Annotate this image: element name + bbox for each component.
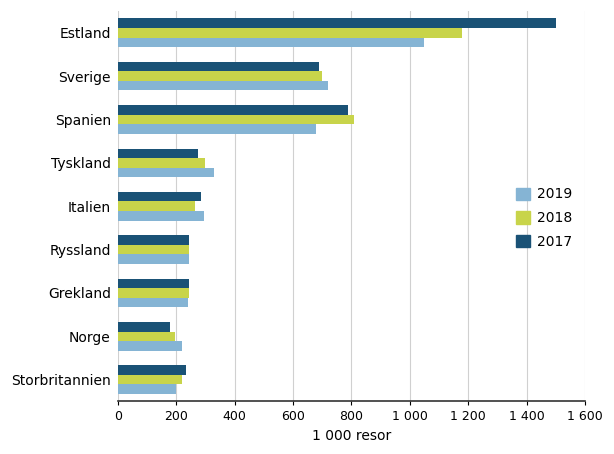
Bar	[118, 298, 188, 307]
Bar	[118, 365, 187, 375]
Legend: 2019, 2018, 2017: 2019, 2018, 2017	[511, 182, 578, 255]
Bar	[118, 235, 189, 245]
Bar	[118, 148, 198, 158]
Bar	[118, 341, 182, 350]
Bar	[118, 81, 328, 90]
Bar	[118, 211, 204, 221]
Bar	[118, 192, 201, 202]
Bar	[118, 331, 175, 341]
Bar	[118, 105, 349, 115]
Bar	[118, 254, 189, 264]
Bar	[118, 385, 176, 394]
Bar	[118, 38, 424, 47]
Bar	[118, 168, 214, 177]
Bar	[118, 375, 182, 385]
Bar	[118, 245, 189, 254]
Bar	[118, 288, 189, 298]
Bar	[118, 124, 316, 134]
X-axis label: 1 000 resor: 1 000 resor	[312, 429, 391, 443]
Bar	[118, 115, 354, 124]
Bar	[118, 322, 170, 331]
Bar	[118, 71, 322, 81]
Bar	[118, 279, 189, 288]
Bar	[118, 158, 206, 168]
Bar	[118, 202, 195, 211]
Bar	[118, 19, 556, 28]
Bar	[118, 28, 462, 38]
Bar	[118, 62, 319, 71]
